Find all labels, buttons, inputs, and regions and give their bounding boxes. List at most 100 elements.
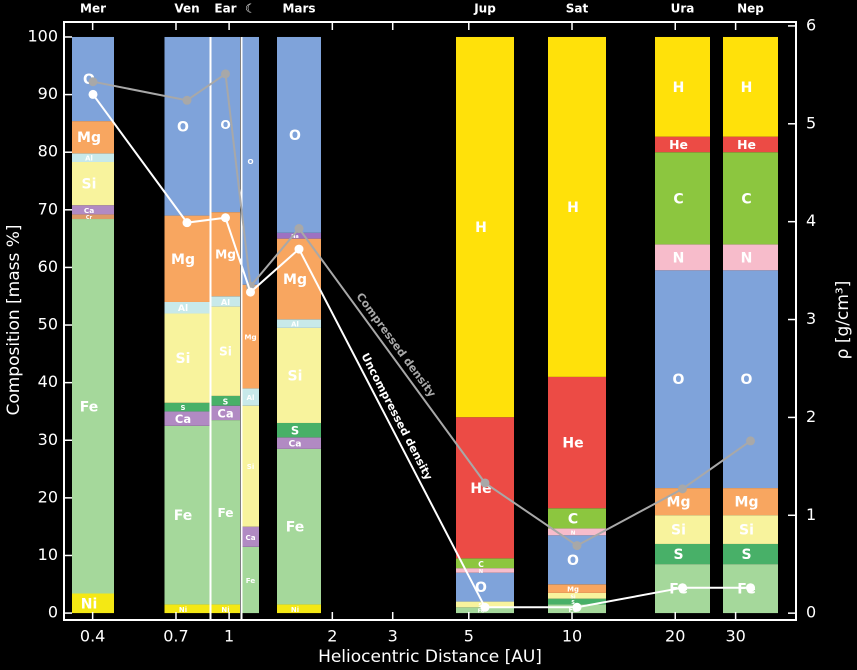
y-tick-label: 80 <box>38 142 58 161</box>
bar-segment <box>72 219 114 594</box>
bar-segment <box>655 136 710 153</box>
segment-label: O <box>741 372 753 388</box>
bar-segment <box>548 584 606 593</box>
bar-segment <box>242 546 259 614</box>
segment-label: O <box>567 553 579 569</box>
segment-label: Fe <box>478 609 485 615</box>
segment-label: Ni <box>291 606 299 614</box>
segment-label: S <box>673 547 683 563</box>
bar-segment <box>456 572 514 602</box>
x-axis-label: Heliocentric Distance [AU] <box>318 647 542 667</box>
bar-segment <box>277 319 321 328</box>
segment-label: Ca <box>289 439 302 450</box>
x-tick-label: 0.7 <box>163 627 188 646</box>
category-label: Sat <box>566 2 589 16</box>
bar-segment <box>548 36 606 377</box>
bar-segment <box>655 36 710 137</box>
y-tick-label: 90 <box>38 84 58 103</box>
segment-label: H <box>741 80 753 96</box>
bar-segment <box>277 437 321 449</box>
segment-label: Ca <box>84 206 94 215</box>
y-tick-label: 0 <box>48 603 58 622</box>
y-tick-label: 70 <box>38 199 58 218</box>
segment-label: O <box>289 128 301 144</box>
x-tick-label: 30 <box>725 627 745 646</box>
bar-segment <box>211 604 240 614</box>
bar-segment <box>548 508 606 529</box>
segment-label: Al <box>247 393 255 402</box>
bar-segment <box>723 270 778 489</box>
y-tick-label: 60 <box>38 257 58 276</box>
segment-label: Fe <box>217 506 233 520</box>
bar-segment <box>655 515 710 544</box>
y-tick-label: 20 <box>38 487 58 506</box>
bar-segment <box>723 244 778 271</box>
y2-tick-label: 2 <box>806 407 816 426</box>
y-axis-label: Composition [mass %] <box>4 224 24 415</box>
bar-segment <box>277 327 321 423</box>
bar-segment <box>277 604 321 614</box>
bar-segment <box>72 161 114 206</box>
segment-label: S <box>223 397 229 406</box>
segment-label: Si <box>82 177 97 193</box>
bar-segment <box>164 425 210 605</box>
category-label: Jup <box>473 2 496 16</box>
bar-segment <box>164 411 210 426</box>
segment-label: Ni <box>81 596 98 612</box>
segment-label: He <box>669 137 688 152</box>
bar-segment <box>242 36 259 285</box>
bar-segment <box>548 376 606 509</box>
bar-segment <box>723 152 778 245</box>
x-tick-label: 3 <box>388 627 398 646</box>
density-point <box>88 77 98 87</box>
bar-segment <box>277 232 321 239</box>
category-label: Mer <box>80 2 106 16</box>
bar-segment <box>211 212 240 297</box>
y2-tick-label: 3 <box>806 309 816 328</box>
segment-label: Si <box>671 523 686 539</box>
bar-segment <box>164 604 210 614</box>
segment-label: C <box>478 560 484 569</box>
segment-label: O <box>220 118 230 132</box>
segment-label: He <box>737 137 756 152</box>
y2-tick-label: 5 <box>806 113 816 132</box>
x-tick-label: 2 <box>327 627 337 646</box>
bar-segment <box>164 215 210 302</box>
bar-segment <box>456 568 514 573</box>
bar-segment <box>548 598 606 605</box>
segment-label: N <box>673 250 685 266</box>
bar-segment <box>548 592 606 599</box>
segment-label: Cr <box>86 215 93 221</box>
bar-segment <box>655 152 710 245</box>
segment-label: Fe <box>246 576 256 585</box>
bar-segment <box>72 121 114 154</box>
x-tick-label: 10 <box>562 627 582 646</box>
segment-label: O <box>475 580 487 596</box>
bar-segment <box>164 36 210 216</box>
bar-segment <box>456 417 514 559</box>
segment-label: Si <box>176 351 191 367</box>
bar-segment <box>164 402 210 412</box>
segment-label: Si <box>739 523 754 539</box>
density-point <box>678 484 687 494</box>
bar-segment <box>164 313 210 403</box>
density-point <box>182 95 192 105</box>
y2-tick-label: 6 <box>806 15 816 34</box>
bar-segment <box>211 420 240 605</box>
density-point <box>221 213 230 223</box>
bar-segment <box>723 488 778 516</box>
segment-label: Mg <box>171 252 195 268</box>
bar-segment <box>277 422 321 438</box>
bar-segment <box>456 36 514 418</box>
segment-label: O <box>177 119 189 135</box>
segment-label: N <box>741 250 753 266</box>
segment-label: H <box>475 220 487 236</box>
y2-axis-label: ρ [g/cm³] <box>833 281 853 360</box>
segment-label: Ni <box>221 606 229 614</box>
bar-segment <box>72 214 114 220</box>
density-point <box>182 218 192 228</box>
bar-segment <box>655 244 710 271</box>
series-label: Compressed density <box>354 290 439 399</box>
bar-segment <box>211 296 240 307</box>
